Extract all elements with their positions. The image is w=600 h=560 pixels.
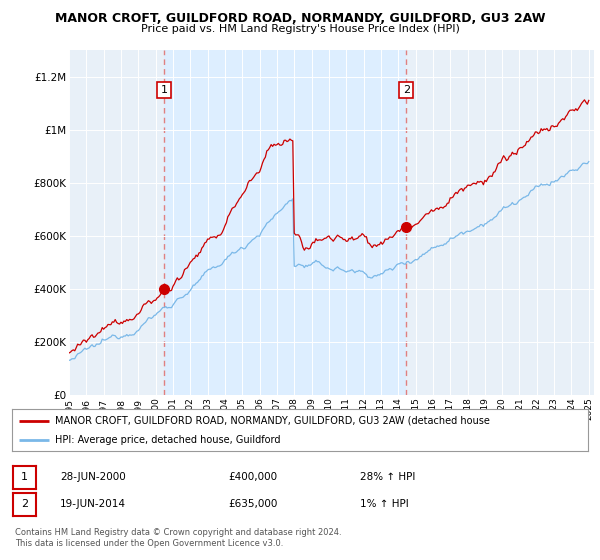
Text: 19-JUN-2014: 19-JUN-2014	[60, 499, 126, 509]
Text: 28% ↑ HPI: 28% ↑ HPI	[360, 472, 415, 482]
Text: 1% ↑ HPI: 1% ↑ HPI	[360, 499, 409, 509]
Text: 1: 1	[21, 472, 28, 482]
Text: HPI: Average price, detached house, Guildford: HPI: Average price, detached house, Guil…	[55, 435, 281, 445]
Text: MANOR CROFT, GUILDFORD ROAD, NORMANDY, GUILDFORD, GU3 2AW: MANOR CROFT, GUILDFORD ROAD, NORMANDY, G…	[55, 12, 545, 25]
Bar	[164, 50, 406, 395]
Text: Price paid vs. HM Land Registry's House Price Index (HPI): Price paid vs. HM Land Registry's House …	[140, 24, 460, 34]
Text: £400,000: £400,000	[228, 472, 277, 482]
Text: MANOR CROFT, GUILDFORD ROAD, NORMANDY, GUILDFORD, GU3 2AW (detached house: MANOR CROFT, GUILDFORD ROAD, NORMANDY, G…	[55, 416, 490, 426]
Text: 1: 1	[161, 85, 167, 95]
Text: Contains HM Land Registry data © Crown copyright and database right 2024.
This d: Contains HM Land Registry data © Crown c…	[15, 528, 341, 548]
Text: 2: 2	[21, 499, 28, 509]
Text: £635,000: £635,000	[228, 499, 277, 509]
Text: 28-JUN-2000: 28-JUN-2000	[60, 472, 126, 482]
Text: 2: 2	[403, 85, 410, 95]
